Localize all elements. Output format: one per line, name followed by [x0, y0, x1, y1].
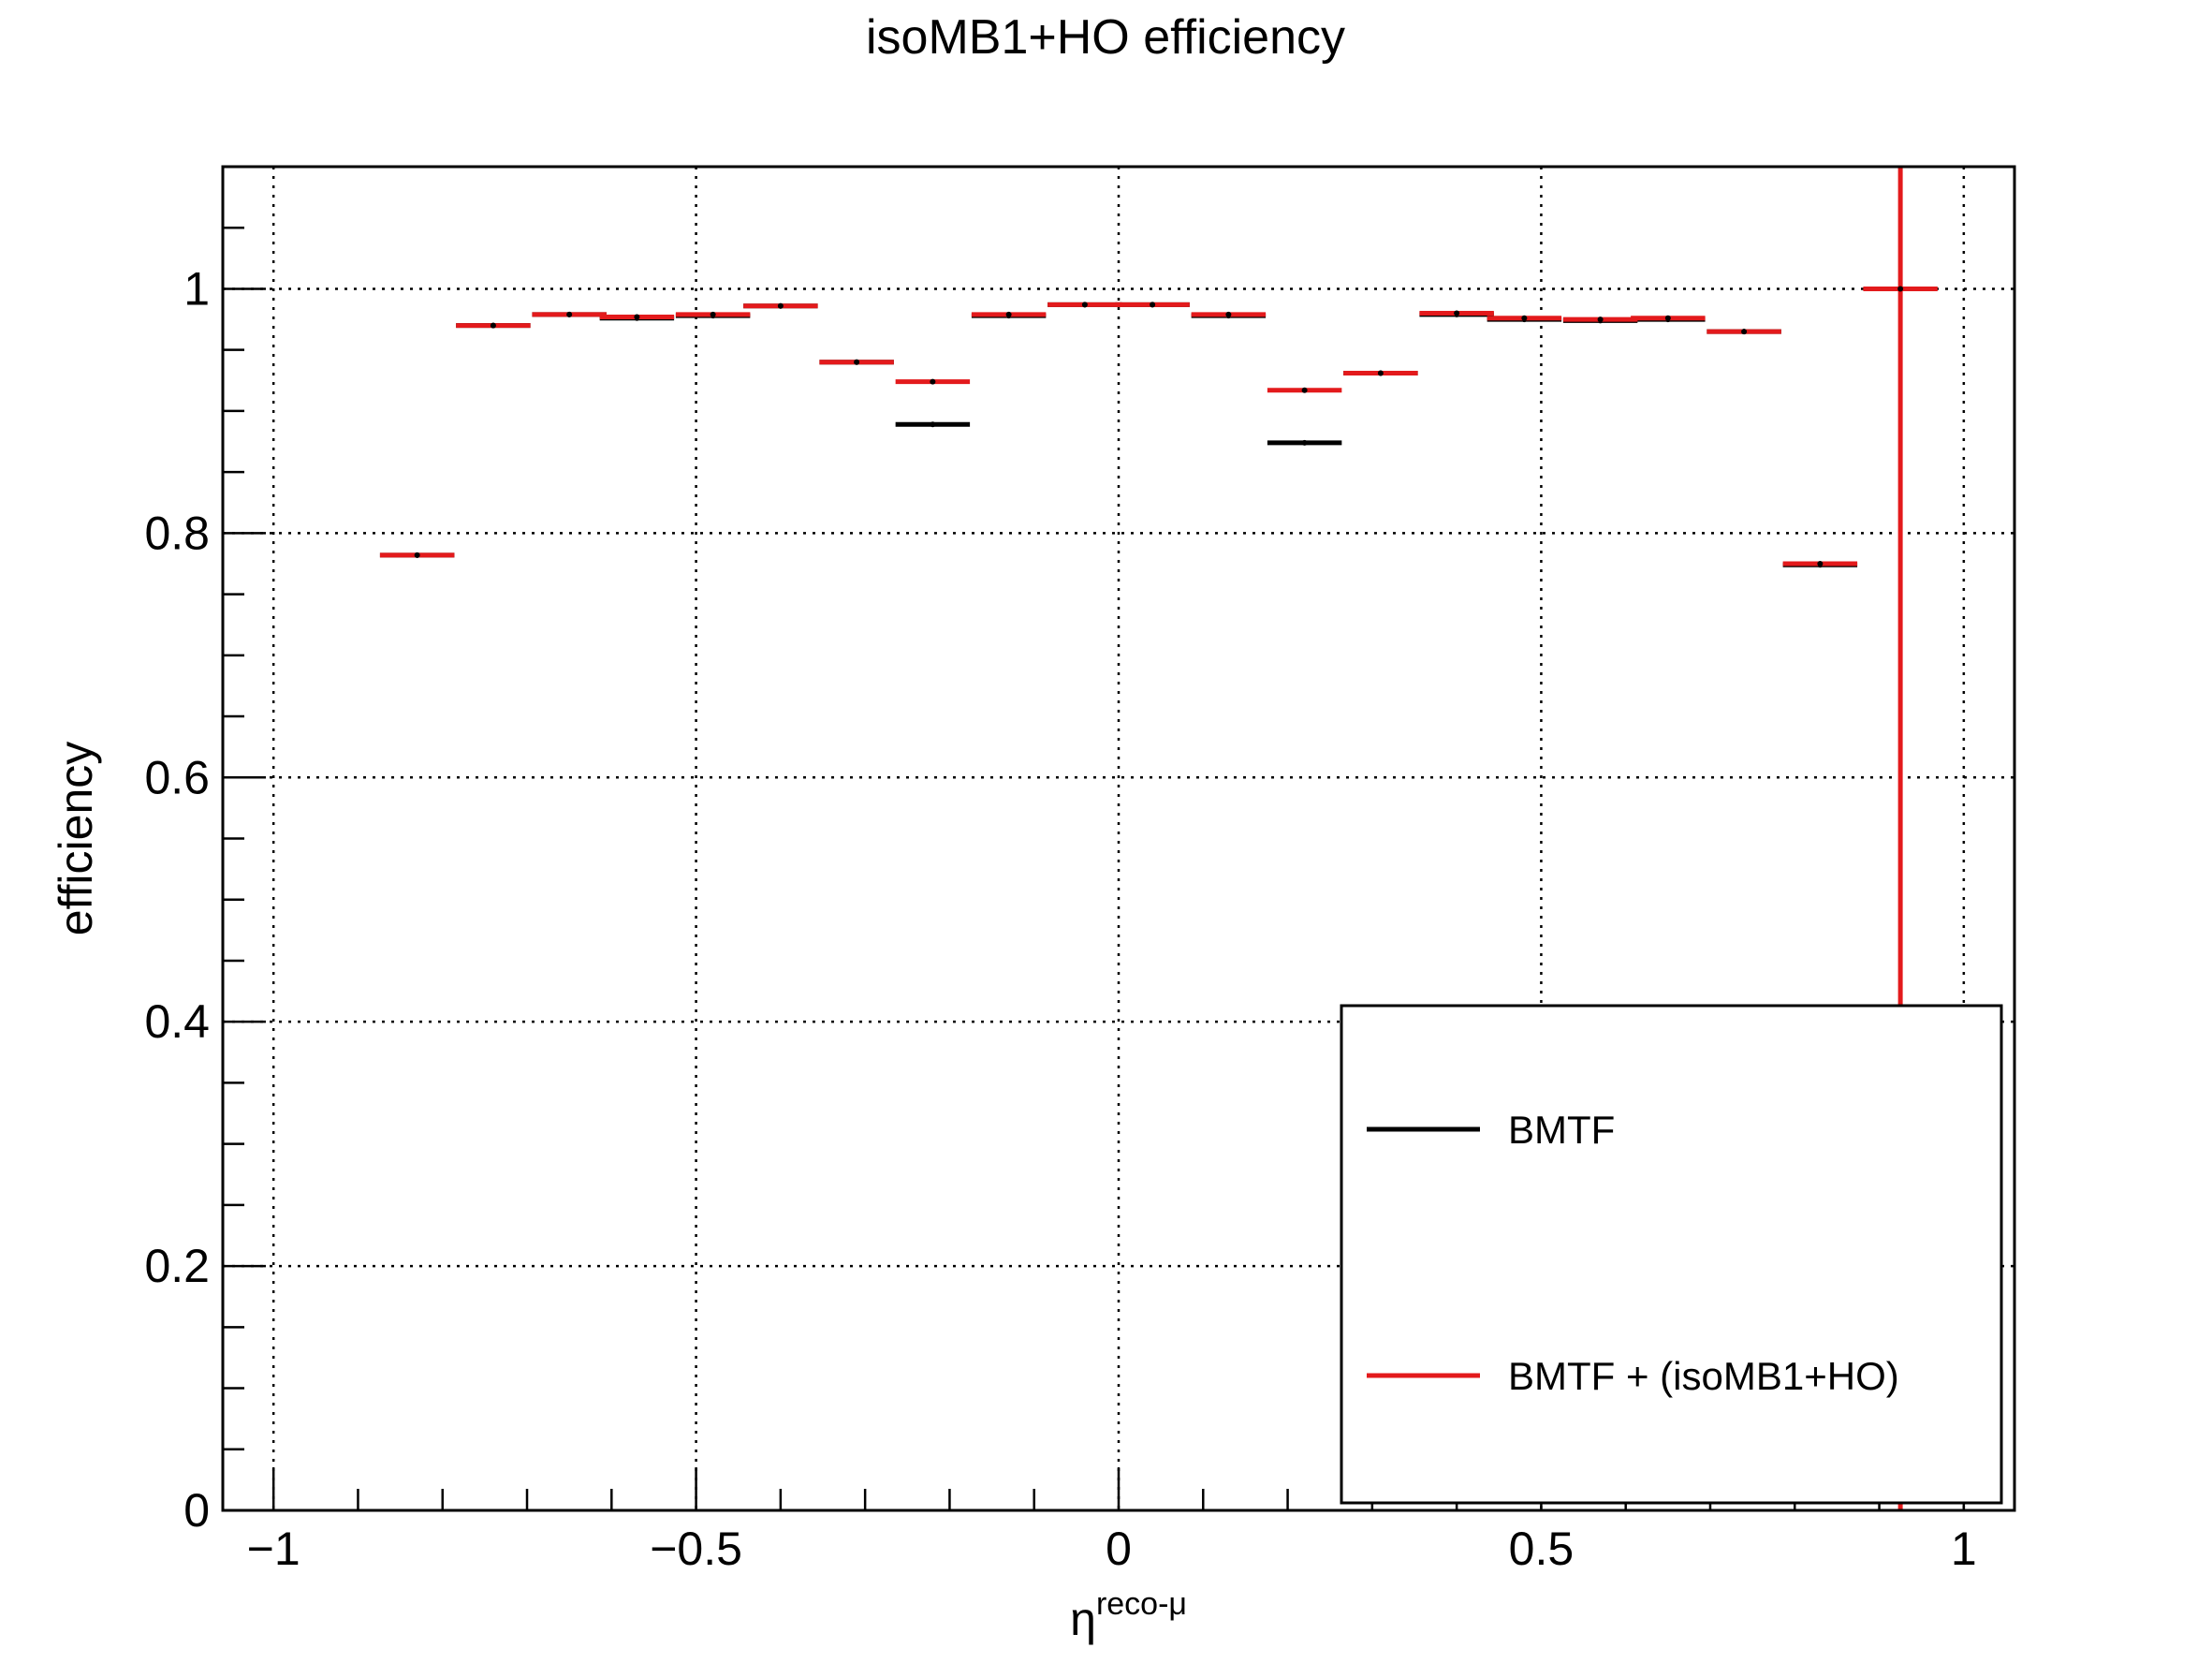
data-point-marker — [1005, 311, 1012, 317]
x-tick-label: −0.5 — [650, 1523, 742, 1575]
series-bmtf-plus-isomb1-ho — [379, 167, 1938, 1510]
data-point-marker — [930, 378, 936, 385]
data-point-marker — [490, 322, 496, 329]
data-point-marker — [930, 421, 936, 428]
legend-item: BMTF + (isoMB1+HO) — [1367, 1354, 1899, 1398]
x-axis-label-main: η — [1070, 1593, 1096, 1645]
series-layer — [379, 167, 1938, 1510]
data-point-marker — [1150, 302, 1156, 308]
legend: BMTF BMTF + (isoMB1+HO) — [1340, 1004, 2003, 1505]
data-point-marker — [777, 302, 784, 309]
data-point-marker — [1597, 316, 1604, 323]
legend-label: BMTF — [1508, 1108, 1615, 1152]
data-point-marker — [1817, 560, 1824, 567]
y-tick-label: 0.4 — [144, 995, 210, 1048]
data-point-marker — [1897, 286, 1904, 292]
data-point-marker — [1521, 315, 1528, 321]
data-point-marker — [1741, 329, 1748, 335]
x-tick-label: −1 — [247, 1523, 300, 1575]
data-point-marker — [414, 552, 420, 558]
y-tick-label: 0.2 — [144, 1240, 210, 1292]
data-point-marker — [1225, 311, 1232, 317]
y-tick-label: 0 — [183, 1484, 210, 1537]
x-tick-label: 1 — [1951, 1523, 1977, 1575]
x-axis-label-superscript: reco-μ — [1096, 1586, 1187, 1622]
data-point-marker — [1377, 370, 1384, 376]
chart-title: isoMB1+HO efficiency — [866, 10, 1345, 65]
legend-label: BMTF + (isoMB1+HO) — [1508, 1354, 1899, 1398]
y-tick-label: 0.8 — [144, 507, 210, 559]
y-tick-label: 1 — [183, 262, 210, 315]
x-tick-label: 0.5 — [1509, 1523, 1575, 1575]
data-point-marker — [1454, 310, 1460, 316]
data-point-marker — [634, 314, 640, 320]
y-tick-label: 0.6 — [144, 751, 210, 803]
x-axis-label: ηreco-μ — [1070, 1586, 1187, 1645]
data-point-marker — [1081, 302, 1088, 308]
data-point-marker — [566, 311, 573, 317]
data-point-marker — [1301, 439, 1308, 446]
data-point-marker — [710, 311, 716, 317]
data-point-marker — [854, 359, 860, 365]
data-point-marker — [1664, 315, 1671, 321]
data-point-marker — [1301, 387, 1308, 393]
legend-item: BMTF — [1367, 1108, 1615, 1152]
y-axis-label: efficiency — [50, 742, 102, 936]
legend-box — [1340, 1004, 2003, 1505]
x-tick-label: 0 — [1106, 1523, 1132, 1575]
plot-frame — [221, 165, 2016, 1512]
